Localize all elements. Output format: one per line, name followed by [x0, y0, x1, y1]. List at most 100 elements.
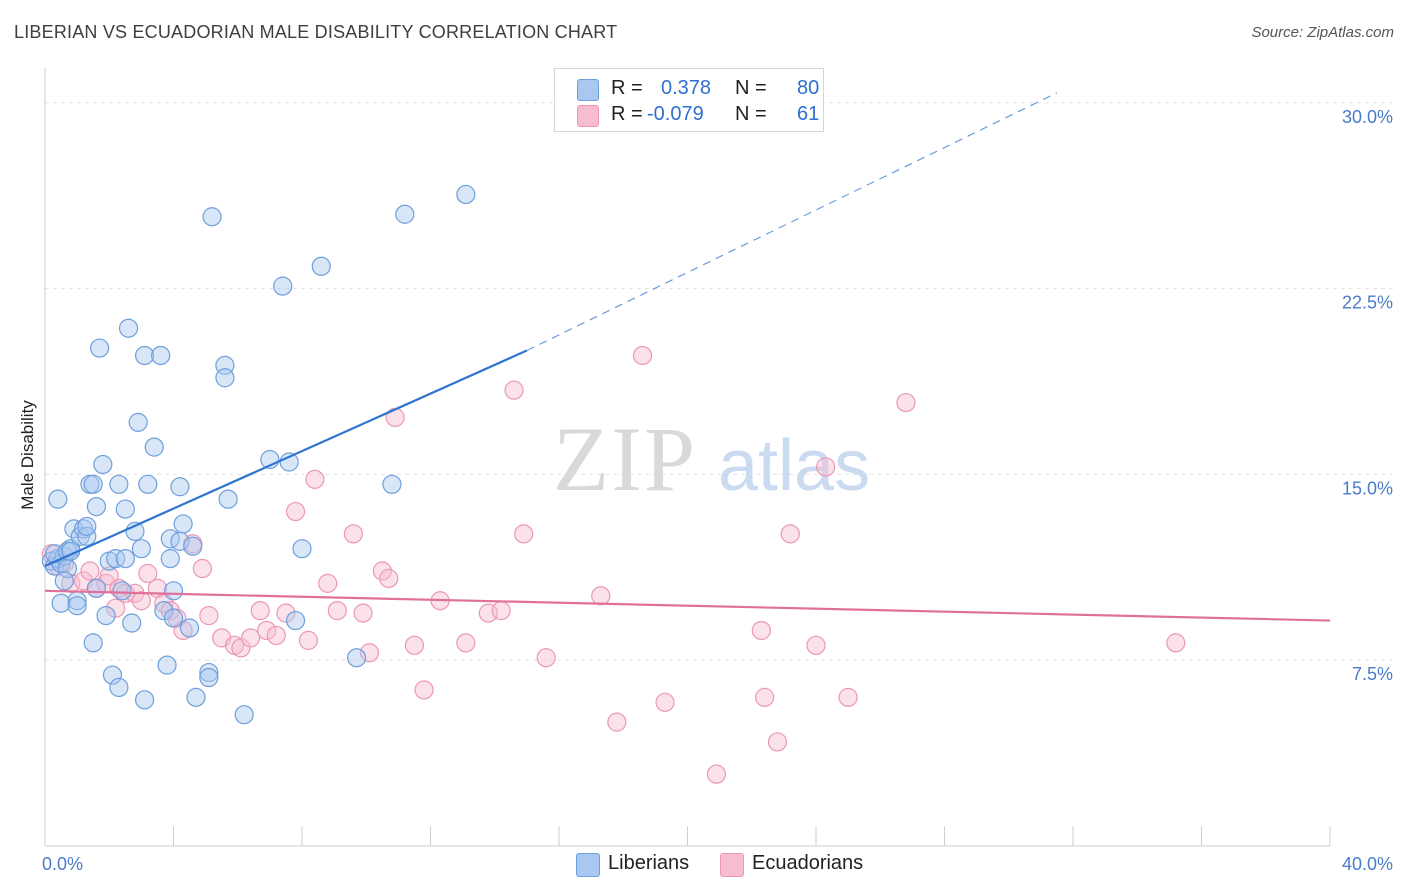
- liberian-point: [163, 581, 184, 601]
- ecuadorian-point: [806, 635, 826, 655]
- liberian-point: [90, 338, 110, 358]
- ecuadorian-point: [838, 687, 858, 707]
- ecuadorians-swatch: [577, 105, 599, 127]
- ecuadorian-point: [192, 558, 213, 579]
- liberian-point: [292, 539, 312, 559]
- liberian-point: [218, 489, 238, 509]
- ecuadorian-point: [414, 680, 434, 700]
- ecuadorian-point: [372, 561, 392, 581]
- grid-lines: [45, 102, 1395, 661]
- ecuadorian-point: [327, 601, 347, 621]
- liberian-point: [183, 536, 203, 556]
- liberian-point: [382, 474, 402, 494]
- legend-n-value: 80: [797, 77, 820, 99]
- ecuadorian-point: [754, 687, 775, 707]
- liberian-point: [134, 690, 155, 710]
- x-tick-labels: 0.0% 40.0%: [42, 854, 1393, 874]
- ecuadorian-point: [780, 524, 800, 544]
- ecuadorian-point: [106, 598, 126, 618]
- axes: [44, 68, 1331, 847]
- ecuadorian-point: [318, 573, 338, 593]
- liberian-point: [48, 489, 68, 509]
- y-tick-label: 7.5%: [1352, 664, 1393, 684]
- ecuadorian-point: [816, 457, 836, 477]
- liberian-point: [151, 345, 171, 366]
- liberian-point: [144, 437, 164, 457]
- y-tick-label: 15.0%: [1342, 478, 1393, 498]
- liberian-point: [77, 526, 97, 546]
- liberian-point: [163, 608, 184, 628]
- liberian-point: [134, 345, 155, 366]
- legend-r-label: R =: [611, 103, 643, 125]
- ecuadorian-point: [266, 625, 286, 646]
- liberian-point: [83, 633, 103, 653]
- liberian-point: [83, 474, 103, 494]
- liberian-point: [202, 207, 222, 227]
- liberians-points: [41, 184, 476, 725]
- ecuadorian-point: [298, 630, 319, 650]
- legend-n-label: N =: [735, 77, 767, 99]
- liberian-point: [273, 276, 293, 296]
- legend-r-label: R =: [611, 77, 643, 99]
- liberian-point: [347, 648, 367, 668]
- liberians-legend-label: Liberians: [608, 852, 690, 874]
- y-tick-label: 22.5%: [1342, 293, 1393, 313]
- ecuadorian-point: [353, 603, 373, 623]
- liberian-point: [96, 605, 116, 626]
- ecuadorian-point: [896, 392, 916, 413]
- y-axis-label: Male Disability: [18, 400, 37, 510]
- ecuadorian-point: [241, 628, 261, 648]
- liberians-trend-extension: [526, 92, 1058, 352]
- ecuadorian-point: [514, 524, 534, 544]
- liberian-point: [285, 610, 306, 631]
- ecuadorian-point: [80, 561, 100, 581]
- ecuadorians-legend-swatch: [720, 853, 744, 877]
- liberian-point: [456, 184, 476, 205]
- liberian-point: [138, 474, 158, 494]
- liberian-point: [112, 581, 132, 601]
- correlation-legend: R = 0.378 N = 80 R = -0.079 N = 61: [554, 68, 824, 132]
- liberians-swatch: [577, 79, 599, 101]
- liberian-point: [109, 474, 129, 494]
- ecuadorian-point: [751, 620, 771, 641]
- ecuadorian-point: [706, 764, 727, 784]
- liberian-point: [67, 596, 87, 616]
- ecuadorian-point: [231, 638, 251, 658]
- ecuadorian-point: [276, 603, 296, 623]
- ecuadorians-trend-line: [44, 589, 1331, 622]
- liberian-point: [122, 613, 142, 633]
- ecuadorian-point: [199, 605, 219, 626]
- ecuadorian-point: [404, 635, 425, 655]
- source-label: Source: ZipAtlas.com: [1251, 24, 1394, 41]
- liberians-trend-line: [44, 349, 528, 568]
- liberian-point: [115, 499, 135, 519]
- ecuadorian-point: [305, 469, 325, 489]
- ecuadorians-legend-label: Ecuadorians: [752, 852, 864, 874]
- ecuadorian-point: [131, 591, 151, 611]
- liberian-point: [199, 667, 219, 688]
- liberian-point: [173, 514, 193, 534]
- x-tick-label: 0.0%: [42, 854, 83, 874]
- liberian-point: [128, 412, 148, 432]
- liberian-point: [54, 571, 74, 591]
- liberian-point: [179, 618, 200, 638]
- liberian-point: [86, 578, 107, 598]
- liberian-point: [199, 662, 219, 683]
- ecuadorian-point: [632, 345, 653, 366]
- trend-lines: [44, 92, 1331, 622]
- liberian-point: [395, 204, 415, 224]
- ecuadorian-point: [285, 501, 306, 522]
- ecuadorian-point: [607, 712, 627, 732]
- liberian-point: [186, 687, 206, 707]
- liberian-point: [102, 665, 123, 685]
- liberian-point: [131, 539, 151, 559]
- legend-n-label: N =: [735, 103, 767, 125]
- watermark-atlas: atlas: [718, 426, 870, 506]
- ecuadorian-point: [504, 380, 524, 400]
- liberian-point: [234, 705, 254, 725]
- liberian-point: [86, 496, 107, 517]
- y-tick-label: 30.0%: [1342, 107, 1393, 127]
- legend-r-value: 0.378: [661, 77, 712, 99]
- ecuadorian-point: [591, 586, 611, 606]
